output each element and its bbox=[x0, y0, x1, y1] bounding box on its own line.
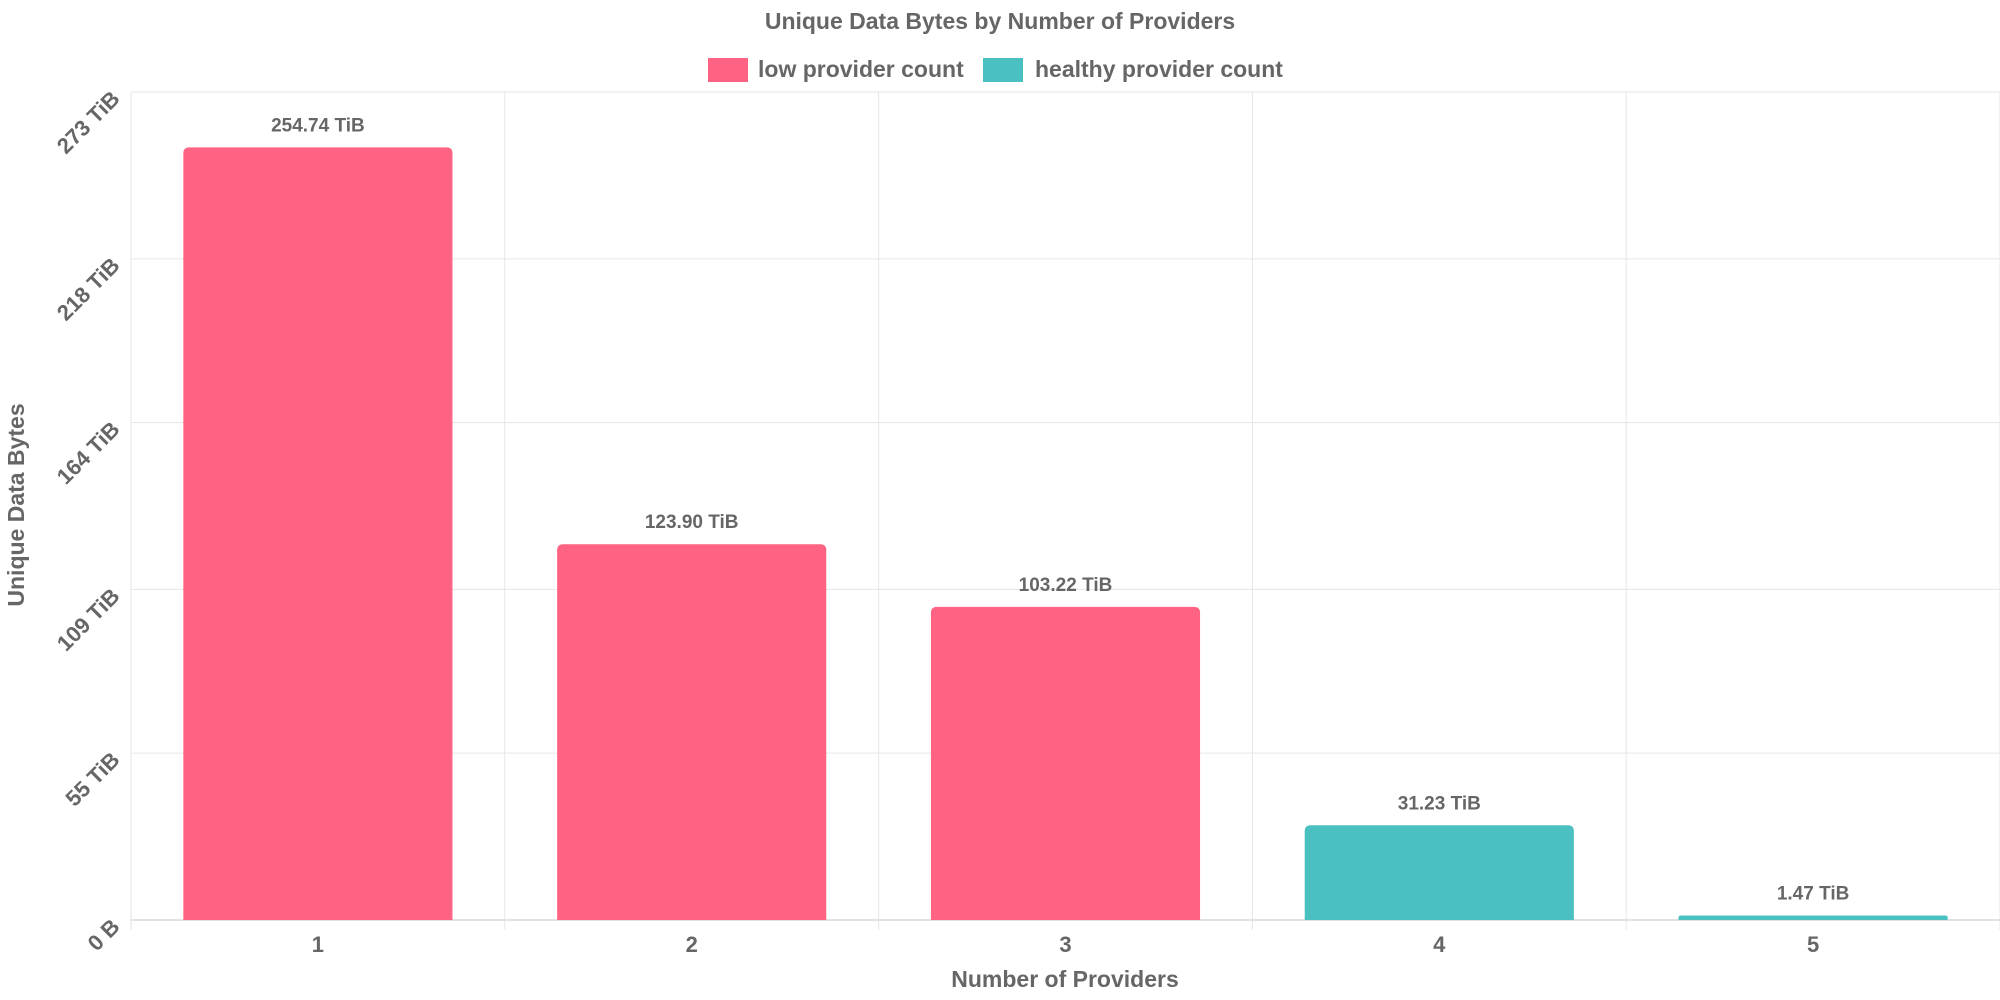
x-tick-label: 1 bbox=[312, 932, 324, 957]
data-label: 31.23 TiB bbox=[1398, 793, 1481, 814]
bar-4[interactable] bbox=[1304, 825, 1574, 920]
legend-swatch bbox=[708, 58, 748, 82]
y-tick-label: 109 TiB bbox=[52, 583, 125, 656]
y-tick-label: 164 TiB bbox=[52, 416, 125, 489]
y-axis-title: Unique Data Bytes bbox=[3, 403, 29, 606]
x-axis-title: Number of Providers bbox=[951, 966, 1179, 992]
legend-swatch bbox=[983, 58, 1023, 82]
x-tick-label: 5 bbox=[1807, 932, 1819, 957]
bar-1[interactable] bbox=[183, 147, 453, 921]
y-tick-label: 218 TiB bbox=[52, 253, 125, 326]
x-tick-label: 3 bbox=[1059, 932, 1071, 957]
data-label: 1.47 TiB bbox=[1777, 884, 1850, 905]
bar-5[interactable] bbox=[1678, 915, 1948, 920]
y-tick-label: 55 TiB bbox=[60, 747, 124, 811]
legend-item-1[interactable]: healthy provider count bbox=[983, 56, 1283, 82]
y-tick-label: 0 B bbox=[83, 914, 125, 956]
x-axis-ticks: 1 2 3 4 5 bbox=[312, 932, 1819, 957]
data-label: 103.22 TiB bbox=[1019, 575, 1113, 596]
legend: low provider count healthy provider count bbox=[708, 56, 1283, 82]
bar-2[interactable] bbox=[557, 544, 827, 920]
bars bbox=[183, 147, 1948, 921]
bar-3[interactable] bbox=[930, 606, 1201, 920]
legend-item-0[interactable]: low provider count bbox=[708, 56, 964, 82]
y-axis-ticks: 0 B 55 TiB 109 TiB 164 TiB 218 TiB 273 TiB bbox=[52, 86, 125, 956]
data-labels: 254.74 TiB 123.90 TiB 103.22 TiB 31.23 TiB 1… bbox=[271, 115, 1849, 904]
x-tick-label: 4 bbox=[1433, 932, 1446, 957]
legend-label: low provider count bbox=[758, 56, 964, 82]
chart-title: Unique Data Bytes by Number of Providers bbox=[765, 8, 1235, 34]
data-label: 123.90 TiB bbox=[645, 512, 739, 533]
legend-label: healthy provider count bbox=[1035, 56, 1283, 82]
y-tick-label: 273 TiB bbox=[52, 86, 125, 159]
x-tick-label: 2 bbox=[686, 932, 698, 957]
data-label: 254.74 TiB bbox=[271, 115, 365, 136]
